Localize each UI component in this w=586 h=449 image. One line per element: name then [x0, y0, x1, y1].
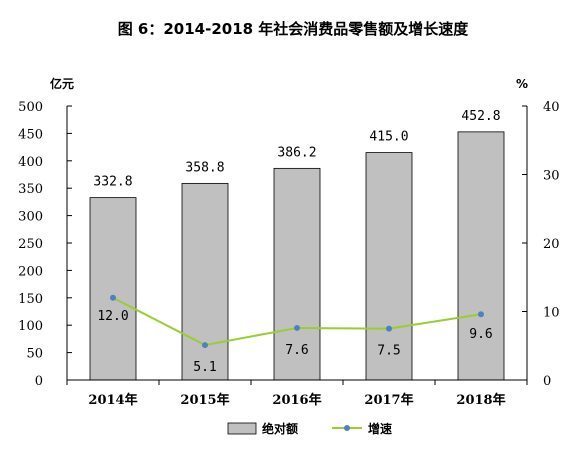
y-left-ticks: 0 50 100 150 200 250 300 350 400 450 500 [18, 100, 72, 389]
bar [365, 152, 413, 381]
line-data-labels: 12.0 5.1 7.6 7.5 9.6 [97, 309, 492, 375]
bar-data-label: 452.8 [461, 109, 500, 124]
y-right-tick-label: 30 [543, 169, 560, 184]
x-tick-label: 2017年 [364, 392, 413, 408]
y-right-tick-label: 20 [543, 237, 560, 252]
bar-series [89, 131, 505, 381]
y-left-tick-label: 250 [18, 237, 43, 252]
line-point [294, 324, 300, 331]
line-point [202, 342, 208, 349]
bar-data-label: 332.8 [93, 175, 132, 190]
y-left-tick-label: 50 [26, 347, 43, 362]
bar-data-label: 386.2 [277, 145, 316, 160]
x-ticks: 2014年 2015年 2016年 2017年 2018年 [66, 380, 528, 408]
legend-bar-label: 绝对额 [262, 421, 298, 436]
x-tick-label: 2014年 [88, 392, 137, 408]
line-point [478, 311, 484, 318]
line-data-label: 5.1 [193, 360, 216, 375]
y-right-unit: % [516, 77, 528, 91]
y-left-tick-label: 150 [18, 292, 43, 307]
bar [273, 167, 321, 381]
line-point [386, 325, 392, 332]
y-right-ticks: 0 10 20 30 40 [522, 100, 560, 389]
bar [457, 131, 505, 381]
line-data-label: 7.5 [377, 344, 400, 359]
y-left-tick-label: 100 [18, 319, 43, 334]
line-data-label: 7.6 [285, 343, 308, 358]
x-tick-label: 2015年 [180, 392, 229, 408]
y-left-tick-label: 350 [18, 182, 43, 197]
y-left-tick-label: 300 [18, 210, 43, 225]
y-right-tick-label: 0 [543, 374, 551, 389]
y-left-tick-label: 0 [35, 374, 43, 389]
y-right-tick-label: 10 [543, 306, 560, 321]
y-left-unit: 亿元 [50, 76, 74, 91]
y-left-tick-label: 450 [18, 127, 43, 142]
bar [181, 182, 229, 381]
bar [89, 197, 137, 381]
y-left-tick-label: 400 [18, 155, 43, 170]
legend: 绝对额 增速 [227, 421, 392, 436]
legend-line-marker [344, 425, 350, 431]
bar-data-label: 415.0 [369, 130, 408, 145]
y-left-tick-label: 200 [18, 264, 43, 279]
y-left-tick-label: 500 [18, 100, 43, 115]
bar-data-label: 358.8 [185, 160, 224, 175]
y-right-tick-label: 40 [543, 100, 560, 115]
x-tick-label: 2016年 [272, 392, 321, 408]
x-tick-label: 2018年 [456, 392, 505, 408]
line-data-label: 9.6 [469, 327, 492, 342]
line-data-label: 12.0 [97, 309, 128, 324]
bar-data-labels: 332.8 358.8 386.2 415.0 452.8 [93, 109, 500, 190]
line-series [110, 294, 484, 349]
chart-title: 图 6：2014-2018 年社会消费品零售额及增长速度 [118, 20, 470, 38]
line-point [110, 294, 116, 301]
legend-line-label: 增速 [368, 421, 392, 436]
legend-bar-swatch [227, 422, 257, 435]
